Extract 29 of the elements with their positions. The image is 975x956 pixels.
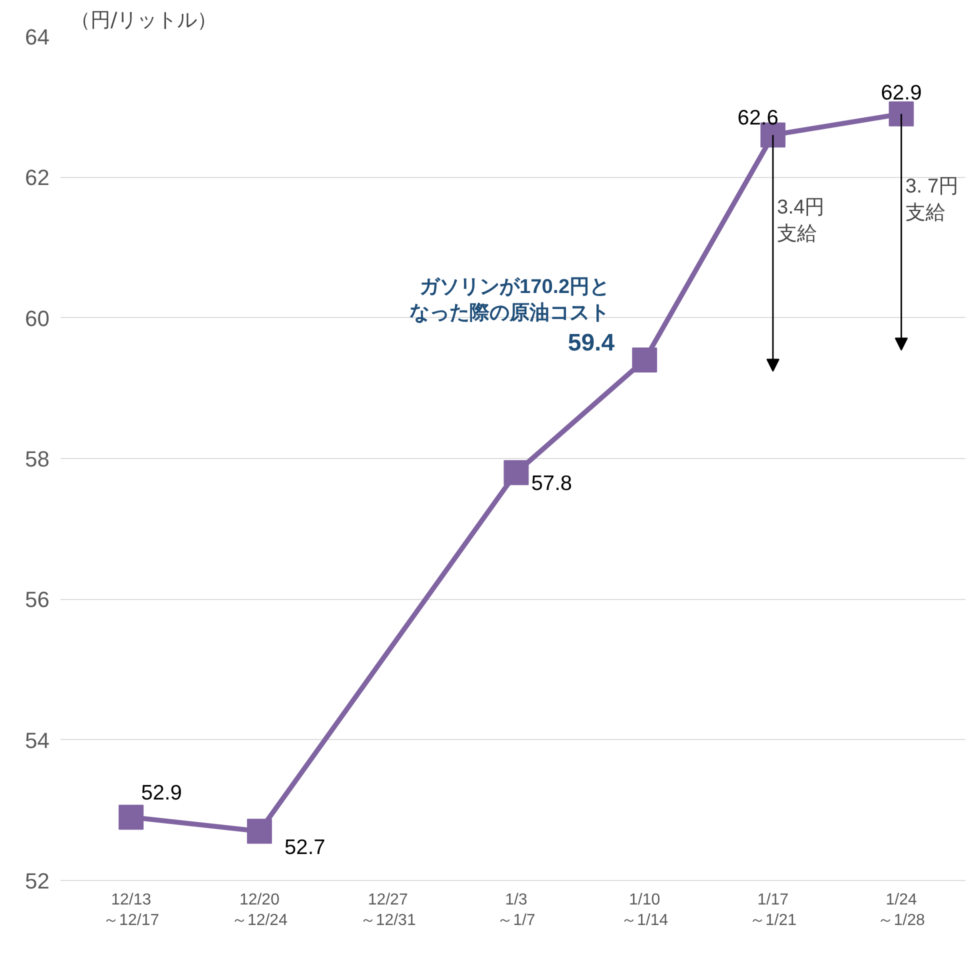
y-tick-label: 52 <box>25 868 50 894</box>
x-tick-label: 12/20 ～12/24 <box>231 892 288 929</box>
x-tick-label: 12/13 ～12/17 <box>103 892 160 929</box>
point <box>118 804 144 830</box>
y-axis-title: （円/リットル） <box>70 8 218 32</box>
y-tick-label: 64 <box>25 24 50 50</box>
y-tick-label: 54 <box>25 728 50 753</box>
x-tick-label: 1/24 ～1/28 <box>878 892 925 929</box>
y-tick-label: 58 <box>25 446 50 472</box>
point <box>246 818 272 844</box>
annotation: 3. 7円支給 <box>905 175 959 224</box>
x-tick-label: 1/17 ～1/21 <box>749 892 797 929</box>
annotation: 3.4円支給 <box>776 196 825 245</box>
data-label: 62.6 <box>738 106 778 130</box>
data-label: 52.9 <box>141 782 182 805</box>
point <box>888 101 914 126</box>
x-tick-label: 1/3 ～1/7 <box>497 892 536 929</box>
x-tick-label: 1/10 ～1/14 <box>621 892 668 929</box>
data-label: 62.9 <box>880 81 922 104</box>
data-label: 52.7 <box>284 836 326 859</box>
y-tick-label: 56 <box>25 587 50 612</box>
point <box>632 348 658 373</box>
y-tick-label: 62 <box>25 165 50 190</box>
y-tick-label: 60 <box>25 306 50 331</box>
data-label: 57.8 <box>531 472 572 496</box>
data-label: 59.4 <box>568 330 616 357</box>
x-tick-label: 12/27 ～12/31 <box>360 892 416 929</box>
point <box>504 460 529 486</box>
annotation: ガソリンが170.2円となった際の原油コスト <box>410 276 610 324</box>
